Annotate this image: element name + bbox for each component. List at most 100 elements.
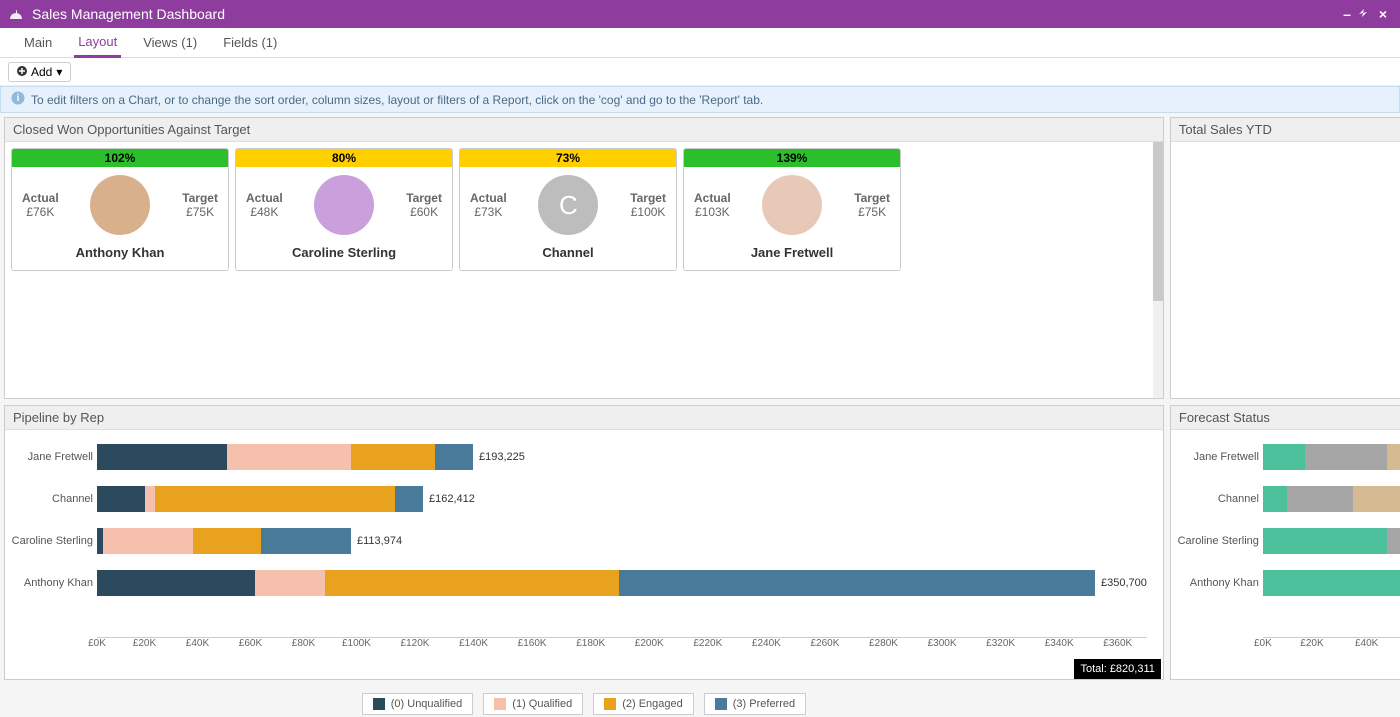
- bar-segment-eng[interactable]: [155, 486, 395, 512]
- bar-category: Channel: [1175, 493, 1259, 505]
- bar-segment-possible[interactable]: [1387, 528, 1400, 554]
- bar-segment-commit[interactable]: [1263, 486, 1287, 512]
- toolbar: Add ▾: [0, 58, 1400, 86]
- bar-row: Anthony Khan £301,575.00: [1263, 566, 1400, 600]
- bar-segment-unq[interactable]: [97, 486, 145, 512]
- bar-value: £113,974: [357, 535, 402, 547]
- window-title: Sales Management Dashboard: [32, 6, 225, 22]
- rep-target: Target£60K: [406, 191, 442, 219]
- bar-segment-pref[interactable]: [619, 570, 1095, 596]
- minimize-button[interactable]: –: [1338, 6, 1356, 22]
- rep-pct: 80%: [236, 149, 452, 167]
- legend-item[interactable]: (3) Preferred: [704, 693, 806, 715]
- rep-card[interactable]: 102% Actual£76K Target£75K Anthony Khan: [11, 148, 229, 271]
- gauge-body: 97%£301K£0K£100K£200K£300K£400K: [1171, 142, 1400, 398]
- bar-row: Channel £162,412: [97, 482, 1147, 516]
- bar-segment-possible[interactable]: [1287, 486, 1353, 512]
- legend-label: (1) Qualified: [512, 698, 572, 710]
- xaxis-tick: £140K: [459, 638, 488, 649]
- rep-actual: Actual£76K: [22, 191, 59, 219]
- plus-icon: [17, 65, 27, 79]
- bar-segment-eng[interactable]: [325, 570, 619, 596]
- bar-category: Caroline Sterling: [9, 535, 93, 547]
- rep-card[interactable]: 139% Actual£103K Target£75K Jane Fretwel…: [683, 148, 901, 271]
- bar-segment-commit[interactable]: [1263, 570, 1400, 596]
- bar-segment-unq[interactable]: [97, 444, 227, 470]
- tab-main[interactable]: Main: [20, 29, 56, 56]
- xaxis-tick: £160K: [518, 638, 547, 649]
- bar-category: Anthony Khan: [1175, 577, 1259, 589]
- xaxis-tick: £100K: [342, 638, 371, 649]
- scrollbar[interactable]: [1153, 142, 1163, 398]
- tab-fields[interactable]: Fields (1): [219, 29, 281, 56]
- xaxis-tick: £320K: [986, 638, 1015, 649]
- bar-segment-possible[interactable]: [1305, 444, 1387, 470]
- add-button[interactable]: Add ▾: [8, 62, 71, 82]
- bar-segment-eng[interactable]: [351, 444, 435, 470]
- dashboard-grid: Closed Won Opportunities Against Target …: [0, 113, 1400, 684]
- bar-segment-qual[interactable]: [227, 444, 351, 470]
- panel-title: Pipeline by Rep: [5, 406, 1163, 430]
- scrollbar-thumb[interactable]: [1153, 142, 1163, 301]
- bar-segment-upside[interactable]: [1353, 486, 1400, 512]
- rep-card[interactable]: 73% Actual£73K C Target£100K Channel: [459, 148, 677, 271]
- maximize-button[interactable]: [1356, 6, 1374, 22]
- xaxis-tick: £60K: [239, 638, 262, 649]
- tab-views[interactable]: Views (1): [139, 29, 201, 56]
- bar-segment-eng[interactable]: [193, 528, 261, 554]
- bar-segment-pref[interactable]: [435, 444, 473, 470]
- panel-total-sales: Total Sales YTD 97%£301K£0K£100K£200K£30…: [1170, 117, 1400, 399]
- bar-segment-upside[interactable]: [1387, 444, 1400, 470]
- bar-stack: [1263, 444, 1400, 470]
- xaxis-tick: £0K: [1254, 638, 1272, 649]
- panel-forecast: Forecast Status Jane Fretwell £160,225.0…: [1170, 405, 1400, 680]
- bar-row: Jane Fretwell £160,225.00: [1263, 440, 1400, 474]
- forecast-body: Jane Fretwell £160,225.00 Channel £124,91…: [1171, 430, 1400, 679]
- bar-row: Caroline Sterling £113,974: [97, 524, 1147, 558]
- avatar: C: [538, 175, 598, 235]
- bar-segment-unq[interactable]: [97, 570, 255, 596]
- bar-row: Jane Fretwell £193,225: [97, 440, 1147, 474]
- bar-stack: [1263, 570, 1400, 596]
- bar-segment-commit[interactable]: [1263, 444, 1305, 470]
- panel-pipeline: Pipeline by Rep Jane Fretwell £193,225 Ch…: [4, 405, 1164, 680]
- legend-item[interactable]: (2) Engaged: [593, 693, 694, 715]
- xaxis-tick: £180K: [576, 638, 605, 649]
- panel-closed-won: Closed Won Opportunities Against Target …: [4, 117, 1164, 399]
- page-tabs: Main Layout Views (1) Fields (1): [0, 28, 1400, 58]
- rep-name: Jane Fretwell: [684, 237, 900, 270]
- bar-value: £350,700: [1101, 577, 1147, 589]
- bar-stack: [1263, 486, 1400, 512]
- rep-card[interactable]: 80% Actual£48K Target£60K Caroline Sterl…: [235, 148, 453, 271]
- xaxis-tick: £0K: [88, 638, 106, 649]
- bar-stack: [97, 570, 1095, 596]
- xaxis-tick: £20K: [133, 638, 156, 649]
- xaxis-tick: £40K: [1355, 638, 1378, 649]
- bar-segment-qual[interactable]: [255, 570, 325, 596]
- rep-actual: Actual£103K: [694, 191, 731, 219]
- xaxis-tick: £120K: [401, 638, 430, 649]
- bar-segment-pref[interactable]: [261, 528, 351, 554]
- bar-value: £193,225: [479, 451, 525, 463]
- bar-segment-qual[interactable]: [145, 486, 155, 512]
- rep-target: Target£75K: [854, 191, 890, 219]
- xaxis-tick: £340K: [1045, 638, 1074, 649]
- tab-layout[interactable]: Layout: [74, 28, 121, 58]
- bar-segment-commit[interactable]: [1263, 528, 1387, 554]
- bar-segment-qual[interactable]: [103, 528, 193, 554]
- xaxis-tick: £80K: [292, 638, 315, 649]
- bar-row: Channel £124,911.59: [1263, 482, 1400, 516]
- pipeline-total: Total: £820,311: [1074, 659, 1160, 679]
- rep-target: Target£100K: [630, 191, 666, 219]
- legend-item[interactable]: (0) Unqualified: [362, 693, 474, 715]
- legend-swatch: [373, 698, 385, 710]
- legend-label: (0) Unqualified: [391, 698, 463, 710]
- info-banner: i To edit filters on a Chart, or to chan…: [0, 86, 1400, 113]
- xaxis-tick: £20K: [1300, 638, 1323, 649]
- svg-text:i: i: [17, 93, 20, 104]
- close-button[interactable]: ×: [1374, 6, 1392, 22]
- bar-segment-pref[interactable]: [395, 486, 423, 512]
- legend-item[interactable]: (1) Qualified: [483, 693, 583, 715]
- xaxis-tick: £280K: [869, 638, 898, 649]
- bar-stack: [97, 486, 423, 512]
